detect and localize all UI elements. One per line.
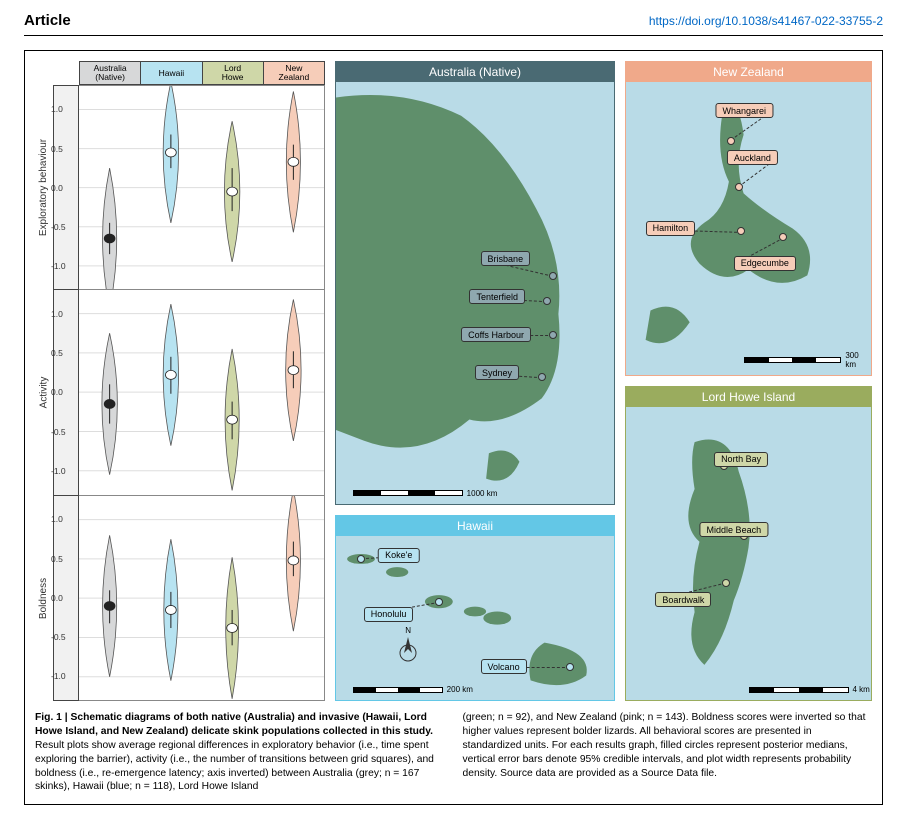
chart-row-activity: Activity-1.0-0.50.00.51.0: [35, 290, 325, 495]
ytick-label: -1.0: [51, 466, 66, 476]
site-label: Coffs Harbour: [461, 327, 531, 342]
map-hawaii: Hawaii Koke'e Honolulu Volcano 200 km N: [335, 515, 615, 701]
scalebar: 200 km: [353, 685, 473, 694]
chart-stack: Exploratory behaviour-1.0-0.50.00.51.0Ac…: [35, 85, 325, 701]
panel-label-explore: Exploratory behaviour: [39, 139, 50, 236]
ytick-label: 0.5: [51, 348, 63, 358]
article-label: Article: [24, 12, 71, 29]
ytick-label: 1.0: [51, 514, 63, 524]
site-dot: [549, 272, 557, 280]
panel-label-boldness: Boldness: [39, 578, 50, 619]
site-dot: [549, 331, 557, 339]
chart-row-boldness: Boldness-1.0-0.50.00.51.0: [35, 496, 325, 701]
chart-row-explore: Exploratory behaviour-1.0-0.50.00.51.0: [35, 85, 325, 290]
doi-link[interactable]: https://doi.org/10.1038/s41467-022-33755…: [649, 14, 883, 28]
caption-right: (green; n = 92), and New Zealand (pink; …: [463, 712, 866, 779]
scalebar-label: 300 km: [845, 351, 871, 369]
map-title-aus: Australia (Native): [336, 62, 614, 82]
ytick-label: 0.5: [51, 554, 63, 564]
compass-icon: N: [397, 626, 419, 665]
site-dot: [435, 598, 443, 606]
site-label: Auckland: [727, 150, 778, 165]
article-header: Article https://doi.org/10.1038/s41467-0…: [24, 12, 883, 36]
map-australia: Australia (Native) Brisbane Tenterfield Cof…: [335, 61, 615, 505]
ytick-label: 1.0: [51, 104, 63, 114]
map-title-lhi: Lord Howe Island: [626, 387, 871, 407]
scalebar-label: 200 km: [447, 685, 473, 694]
region-tab-nz: NewZealand: [264, 61, 325, 85]
map-body-aus: Brisbane Tenterfield Coffs Harbour Sydney 10…: [336, 82, 614, 504]
map-title-haw: Hawaii: [336, 516, 614, 536]
map-body-haw: Koke'e Honolulu Volcano 200 km N: [336, 536, 614, 700]
map-body-nz: Whangarei Auckland Hamilton Edgecumbe 300 km: [626, 82, 871, 375]
site-label: Boardwalk: [655, 592, 711, 607]
violin-plot-boldness: -1.0-0.50.00.51.0: [79, 496, 325, 701]
site-label: Sydney: [475, 365, 519, 380]
site-label: North Bay: [714, 452, 768, 467]
site-label: Tenterfield: [469, 289, 525, 304]
site-label: Whangarei: [715, 103, 773, 118]
map-body-lhi: North Bay Middle Beach Boardwalk 4 km: [626, 407, 871, 700]
ytick-label: 0.0: [51, 387, 63, 397]
site-dot: [357, 555, 365, 563]
site-label: Volcano: [481, 659, 527, 674]
region-tab-haw: Hawaii: [141, 61, 202, 85]
map-title-nz: New Zealand: [626, 62, 871, 82]
caption-bold: Schematic diagrams of both native (Austr…: [35, 712, 433, 737]
site-dot: [566, 663, 574, 671]
ytick-label: 1.0: [51, 309, 63, 319]
ytick-label: 0.0: [51, 593, 63, 603]
panel-label-activity: Activity: [39, 377, 50, 409]
ytick-label: -0.5: [51, 632, 66, 642]
region-tab-aus: Australia(Native): [79, 61, 141, 85]
site-label: Hamilton: [646, 221, 696, 236]
figure-1: Australia(Native)HawaiiLordHoweNewZealan…: [24, 50, 883, 805]
site-label: Edgecumbe: [734, 256, 796, 271]
region-tab-lhi: LordHowe: [203, 61, 264, 85]
violin-plot-activity: -1.0-0.50.00.51.0: [79, 290, 325, 495]
scalebar: 4 km: [749, 685, 870, 694]
caption-left: Result plots show average regional diffe…: [35, 740, 434, 793]
map-new-zealand: New Zealand Whangarei Auckland Hamilton Edge…: [625, 61, 872, 376]
ytick-label: -1.0: [51, 671, 66, 681]
ytick-label: 0.0: [51, 183, 63, 193]
ytick-label: -0.5: [51, 427, 66, 437]
site-label: Honolulu: [364, 607, 414, 622]
violin-panel-column: Australia(Native)HawaiiLordHoweNewZealan…: [35, 61, 325, 701]
scalebar: 300 km: [744, 351, 871, 369]
scalebar: 1000 km: [353, 489, 498, 498]
ytick-label: -1.0: [51, 261, 66, 271]
site-label: Middle Beach: [700, 522, 769, 537]
site-label: Brisbane: [481, 251, 531, 266]
region-tabs: Australia(Native)HawaiiLordHoweNewZealan…: [79, 61, 325, 85]
map-lord-howe: Lord Howe Island North Bay Middle Beach Boa…: [625, 386, 872, 701]
ytick-label: 0.5: [51, 144, 63, 154]
ytick-label: -0.5: [51, 222, 66, 232]
fig-label: Fig. 1 |: [35, 712, 71, 723]
scalebar-label: 1000 km: [467, 489, 498, 498]
site-label: Koke'e: [378, 548, 419, 563]
violin-plot-explore: -1.0-0.50.00.51.0: [79, 85, 325, 290]
figure-caption: Fig. 1 | Schematic diagrams of both nati…: [35, 711, 872, 794]
site-dot: [538, 373, 546, 381]
site-dot: [727, 137, 735, 145]
scalebar-label: 4 km: [853, 685, 870, 694]
